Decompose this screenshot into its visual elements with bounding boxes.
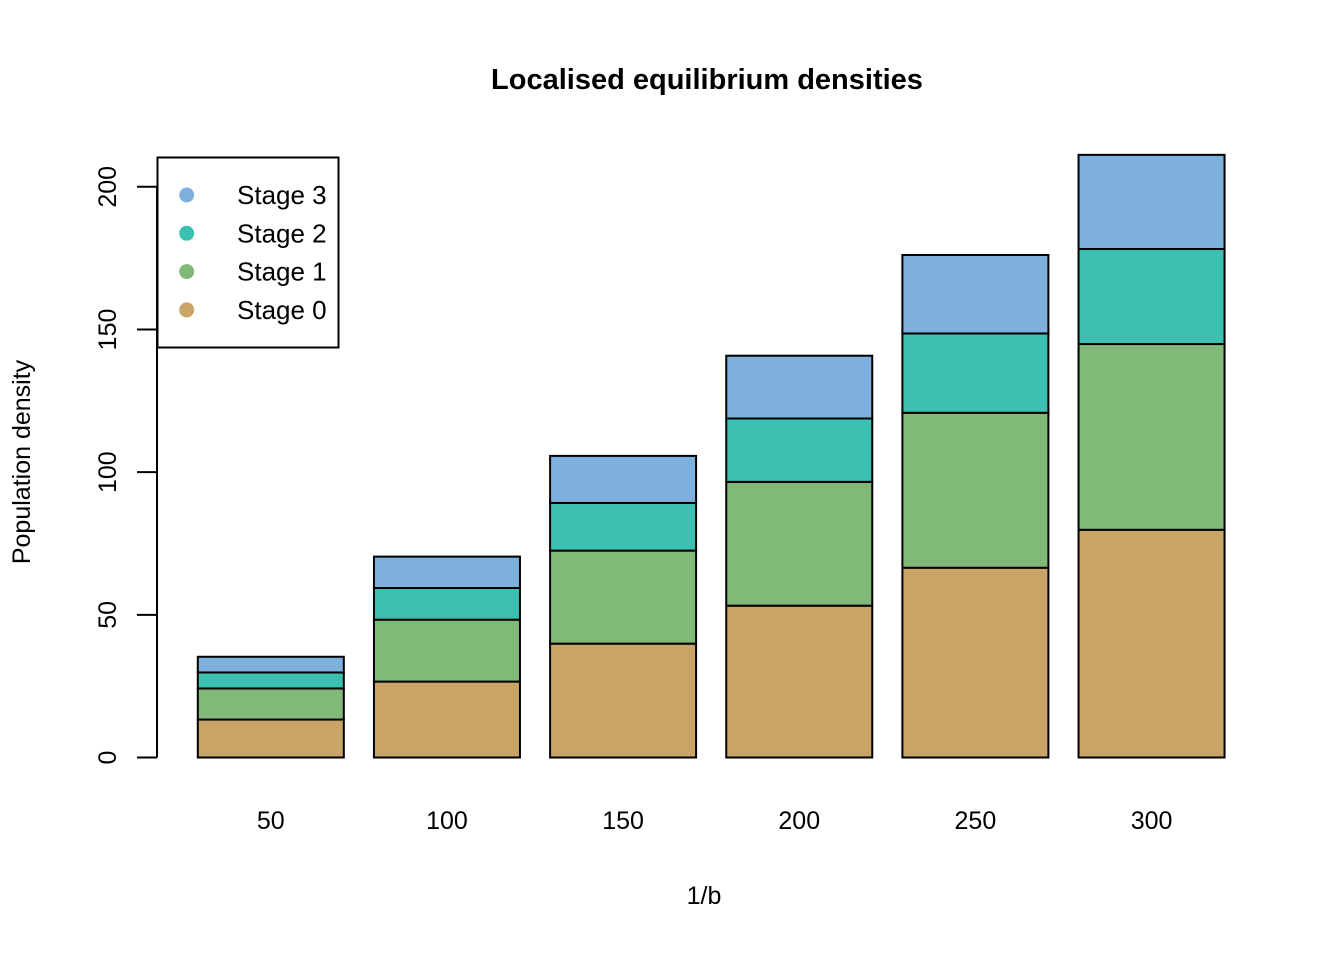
bar-segment-50-stage-1 <box>196 687 345 721</box>
bar-segment-300-stage-0 <box>1077 528 1226 759</box>
legend-label: Stage 3 <box>237 180 327 210</box>
bar-segment-200-stage-0 <box>725 604 874 759</box>
legend-label: Stage 2 <box>237 218 327 248</box>
bar-segment-250-stage-2 <box>901 332 1050 414</box>
legend-marker-icon <box>179 187 195 203</box>
bar-segment-150-stage-2 <box>549 501 698 552</box>
bar-segment-100-stage-0 <box>372 680 521 759</box>
chart-title: Localised equilibrium densities <box>491 64 923 96</box>
y-axis-tick-label: 100 <box>94 451 122 493</box>
bar-segment-300-stage-1 <box>1077 343 1226 531</box>
bar-segment-150-stage-0 <box>549 642 698 759</box>
bar-segment-250-stage-1 <box>901 411 1050 569</box>
x-axis-tick-label: 300 <box>1131 807 1173 835</box>
x-axis-tick-label: 200 <box>778 807 820 835</box>
y-axis-title: Population density <box>8 359 36 564</box>
bar-segment-50-stage-0 <box>196 718 345 759</box>
legend: Stage 3 Stage 2 Stage 1 Stage 0 <box>156 156 340 349</box>
x-axis-tick-label: 100 <box>426 807 468 835</box>
legend-marker-icon <box>179 302 195 318</box>
bar-segment-200-stage-3 <box>725 354 874 420</box>
bar-segment-50-stage-2 <box>196 671 345 690</box>
y-axis-tick-label: 50 <box>94 601 122 629</box>
x-axis-tick-label: 250 <box>955 807 997 835</box>
bar-segment-200-stage-2 <box>725 417 874 483</box>
bar-segment-150-stage-3 <box>549 454 698 504</box>
legend-marker-icon <box>179 225 195 241</box>
bar-series <box>196 153 1226 759</box>
x-axis-tick-labels: 50 100 150 200 250 300 <box>257 807 1173 835</box>
legend-marker-icon <box>179 264 195 280</box>
y-axis-tick-label: 150 <box>94 309 122 351</box>
x-axis-tick-label: 150 <box>602 807 644 835</box>
bar-segment-50-stage-3 <box>196 655 345 674</box>
bar-segment-250-stage-3 <box>901 253 1050 335</box>
legend-label: Stage 0 <box>237 295 327 325</box>
bar-segment-300-stage-3 <box>1077 153 1226 251</box>
x-axis-tick-label: 50 <box>257 807 285 835</box>
bar-segment-150-stage-1 <box>549 549 698 645</box>
bar-segment-200-stage-1 <box>725 480 874 607</box>
bar-segment-250-stage-0 <box>901 566 1050 759</box>
bar-segment-300-stage-2 <box>1077 248 1226 346</box>
y-axis-tick-label: 200 <box>94 166 122 208</box>
y-axis: 0 50 100 150 200 <box>94 166 158 765</box>
bar-segment-100-stage-2 <box>372 587 521 621</box>
legend-label: Stage 1 <box>237 257 327 287</box>
y-axis-tick-label: 0 <box>94 751 122 765</box>
x-axis-title: 1/b <box>687 882 722 910</box>
bar-segment-100-stage-1 <box>372 618 521 683</box>
bar-segment-100-stage-3 <box>372 555 521 590</box>
